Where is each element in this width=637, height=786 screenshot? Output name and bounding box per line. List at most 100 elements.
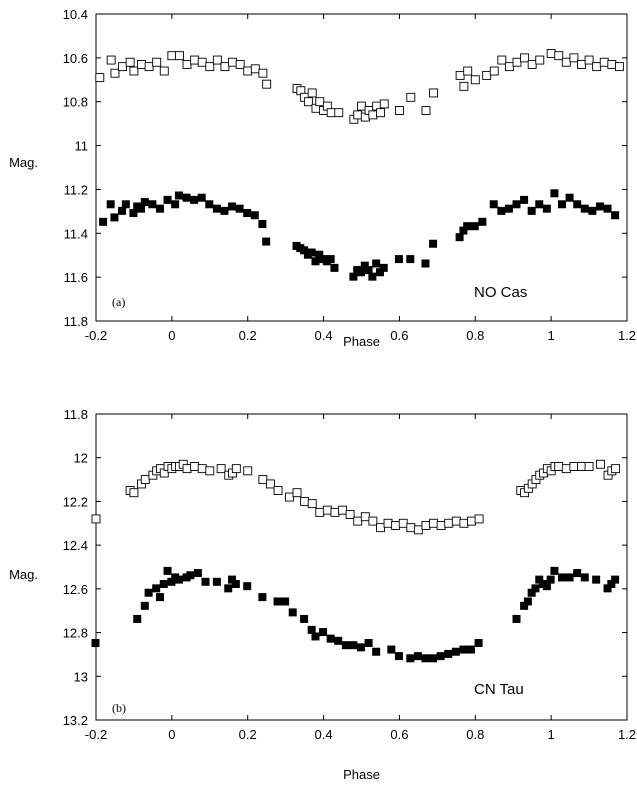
filled-square-point [258, 220, 267, 229]
y-axis-label: Mag. [9, 567, 38, 582]
filled-square-point [307, 625, 316, 634]
open-square-point [436, 521, 446, 530]
open-square-point [353, 516, 363, 526]
open-square-point [413, 525, 423, 535]
open-square-point [592, 62, 602, 72]
filled-square-point [330, 263, 339, 272]
filled-square-point [300, 246, 309, 255]
open-square-point [303, 97, 313, 107]
y-tick-label: 13 [74, 669, 88, 684]
filled-square-point [497, 206, 506, 215]
filled-square-point [429, 239, 438, 248]
open-square-point [307, 88, 317, 98]
filled-square-point [163, 195, 172, 204]
filled-square-point [228, 575, 237, 584]
open-square-point [125, 57, 135, 67]
open-square-point [231, 464, 241, 474]
filled-square-point [444, 649, 453, 658]
open-square-point [315, 97, 325, 107]
filled-square-point [580, 204, 589, 213]
filled-square-point [212, 577, 221, 586]
x-axis-label: Phase [343, 767, 380, 782]
open-square-point [357, 101, 366, 111]
y-tick-label: 12.4 [63, 538, 88, 553]
filled-square-point [421, 259, 430, 268]
filled-square-point [512, 614, 521, 623]
filled-square-point [174, 191, 183, 200]
open-square-point [584, 55, 594, 65]
open-square-series [91, 459, 621, 535]
open-square-point [614, 62, 624, 72]
filled-square-point [436, 652, 445, 661]
panel-label: (a) [112, 295, 125, 309]
filled-square-point [527, 206, 536, 215]
filled-square-point [193, 569, 202, 578]
open-square-series [95, 49, 624, 124]
y-tick-label: 12.8 [63, 626, 88, 641]
open-square-point [482, 70, 492, 80]
filled-square-point [504, 204, 513, 213]
filled-square-point [201, 577, 210, 586]
open-square-point [459, 81, 469, 91]
open-square-point [182, 464, 192, 474]
filled-square-point [341, 641, 350, 650]
filled-square-point [250, 211, 259, 220]
filled-square-point [152, 584, 161, 593]
filled-square-point [520, 601, 529, 610]
open-square-point [368, 516, 378, 526]
open-square-point [360, 512, 370, 522]
filled-square-point [243, 582, 252, 591]
open-square-point [489, 66, 499, 76]
filled-square-point [364, 266, 373, 275]
open-square-point [406, 92, 416, 102]
filled-square-point [546, 575, 555, 584]
open-square-point [106, 55, 116, 65]
filled-square-point [421, 654, 430, 663]
open-square-point [190, 462, 200, 471]
star-name-label: NO Cas [474, 284, 527, 301]
filled-square-point [368, 272, 377, 281]
x-tick-label: 1.2 [618, 328, 636, 343]
open-square-point [455, 70, 465, 80]
filled-square-point [231, 579, 240, 588]
open-square-point [554, 51, 564, 61]
filled-square-point [603, 584, 612, 593]
filled-square-point [155, 204, 164, 213]
filled-square-point [387, 645, 396, 654]
x-tick-label: 0.8 [466, 727, 484, 742]
y-tick-label: 12.6 [63, 582, 88, 597]
open-square-point [561, 57, 571, 67]
filled-square-series [99, 189, 620, 281]
open-square-point [569, 53, 579, 63]
chart-panel-b: -0.2 0 0.2 0.4 0.6 0.8 1 1.2 11.8 12 12.2 12.4 12.6 1… [9, 407, 636, 782]
open-square-point [330, 507, 340, 517]
filled-square-point [607, 579, 616, 588]
y-tick-label: 13.2 [63, 713, 88, 728]
filled-square-point [163, 566, 172, 575]
filled-square-point [512, 200, 521, 209]
open-square-point [463, 66, 473, 76]
open-square-point [182, 59, 192, 69]
open-square-point [110, 68, 120, 78]
filled-square-point [523, 597, 532, 606]
filled-square-point [159, 579, 168, 588]
open-square-point [243, 466, 253, 476]
filled-square-point [212, 204, 221, 213]
filled-square-point [527, 588, 536, 597]
open-square-point [235, 59, 245, 69]
filled-square-point [364, 639, 373, 647]
filled-square-point [489, 200, 498, 209]
filled-square-point [520, 195, 529, 204]
filled-square-point [565, 193, 574, 202]
open-square-point [243, 66, 253, 76]
filled-square-point [174, 575, 183, 584]
filled-square-point [140, 601, 149, 610]
filled-square-point [550, 189, 559, 198]
filled-square-point [592, 575, 601, 584]
filled-square-point [235, 204, 244, 213]
x-tick-label: 0.6 [390, 727, 408, 742]
open-square-point [144, 62, 154, 72]
filled-square-point [470, 222, 479, 231]
filled-square-point [406, 654, 415, 663]
y-tick-label: 12 [74, 451, 88, 466]
